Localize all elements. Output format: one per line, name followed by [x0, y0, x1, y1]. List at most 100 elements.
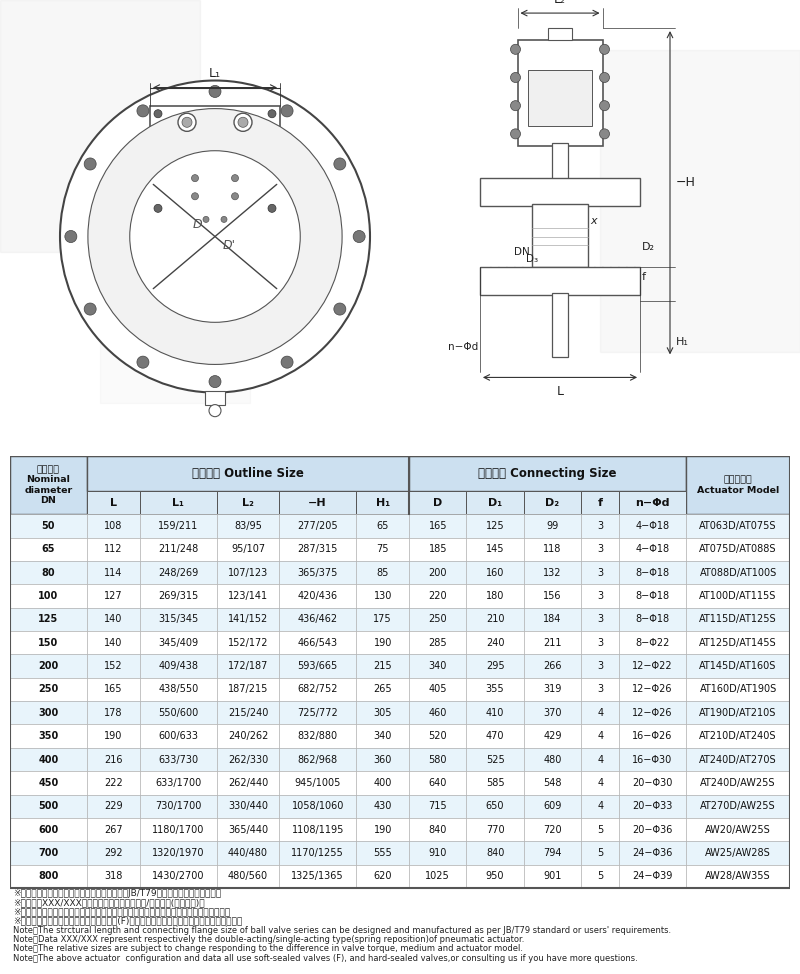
- Bar: [87, 491, 140, 514]
- Circle shape: [88, 108, 342, 364]
- Bar: [140, 514, 217, 538]
- Bar: [217, 584, 279, 608]
- Bar: [356, 842, 409, 865]
- Bar: [279, 584, 356, 608]
- Text: AT190D/AT210S: AT190D/AT210S: [699, 708, 777, 718]
- Text: 85: 85: [377, 568, 389, 578]
- Bar: [528, 70, 592, 126]
- Text: 24−Φ39: 24−Φ39: [632, 872, 673, 881]
- Bar: [356, 678, 409, 701]
- Text: 720: 720: [543, 825, 562, 835]
- Text: 95/107: 95/107: [231, 544, 265, 554]
- Bar: [466, 608, 524, 631]
- Bar: [686, 818, 790, 842]
- Bar: [466, 584, 524, 608]
- Bar: [10, 538, 87, 561]
- Bar: [409, 795, 466, 818]
- Bar: [140, 771, 217, 795]
- Circle shape: [268, 110, 276, 118]
- Bar: [217, 608, 279, 631]
- Text: 3: 3: [597, 568, 603, 578]
- Bar: [466, 491, 524, 514]
- Text: 3: 3: [597, 685, 603, 694]
- Text: 355: 355: [486, 685, 505, 694]
- Bar: [217, 725, 279, 748]
- Text: 172/187: 172/187: [228, 661, 268, 671]
- Bar: [140, 655, 217, 678]
- Bar: [600, 51, 800, 353]
- Bar: [10, 631, 87, 655]
- Bar: [217, 655, 279, 678]
- Bar: [524, 608, 581, 631]
- Bar: [356, 631, 409, 655]
- Bar: [524, 584, 581, 608]
- Bar: [217, 748, 279, 771]
- Bar: [686, 584, 790, 608]
- Bar: [686, 561, 790, 584]
- Text: 108: 108: [104, 521, 122, 531]
- Bar: [581, 491, 619, 514]
- Text: AT160D/AT190S: AT160D/AT190S: [699, 685, 777, 694]
- Text: 215: 215: [374, 661, 392, 671]
- Text: 430: 430: [374, 802, 392, 811]
- Bar: [140, 491, 217, 514]
- Bar: [480, 178, 640, 206]
- Circle shape: [510, 72, 521, 83]
- Text: AT063D/AT075S: AT063D/AT075S: [699, 521, 777, 531]
- Text: 118: 118: [543, 544, 562, 554]
- Bar: [10, 865, 87, 888]
- Circle shape: [84, 158, 96, 170]
- Text: 178: 178: [104, 708, 122, 718]
- Bar: [356, 771, 409, 795]
- Text: AW28/AW35S: AW28/AW35S: [706, 872, 771, 881]
- Bar: [356, 818, 409, 842]
- Text: 140: 140: [104, 638, 122, 648]
- Text: 65: 65: [377, 521, 389, 531]
- Text: 4: 4: [597, 731, 603, 741]
- Text: 438/550: 438/550: [158, 685, 198, 694]
- Text: 700: 700: [38, 848, 58, 858]
- Bar: [409, 538, 466, 561]
- Bar: [217, 701, 279, 725]
- Bar: [140, 818, 217, 842]
- Text: 525: 525: [486, 755, 505, 765]
- Text: 160: 160: [486, 568, 504, 578]
- Bar: [279, 842, 356, 865]
- Bar: [466, 631, 524, 655]
- Text: 152: 152: [104, 661, 122, 671]
- Text: 1108/1195: 1108/1195: [291, 825, 344, 835]
- Text: ※注：根据不同阀门组别，使用介质适配的执行器型号可能有所不同，相关尺寸随之变化。: ※注：根据不同阀门组别，使用介质适配的执行器型号可能有所不同，相关尺寸随之变化。: [13, 908, 230, 917]
- Text: 150: 150: [38, 638, 58, 648]
- Bar: [279, 795, 356, 818]
- Text: 420/436: 420/436: [298, 591, 338, 601]
- Bar: [10, 608, 87, 631]
- Bar: [524, 725, 581, 748]
- Bar: [10, 655, 87, 678]
- Text: L₂: L₂: [242, 498, 254, 507]
- Circle shape: [209, 404, 221, 417]
- Bar: [409, 631, 466, 655]
- Text: ※注：以上执行器配置及数据均采用软密封(F)阀门，硬密封阀门的配置及数据请咨询本公司。: ※注：以上执行器配置及数据均采用软密封(F)阀门，硬密封阀门的配置及数据请咨询本…: [13, 917, 242, 925]
- Circle shape: [130, 151, 300, 322]
- Bar: [619, 725, 686, 748]
- Bar: [619, 584, 686, 608]
- Circle shape: [60, 81, 370, 393]
- Bar: [518, 40, 602, 146]
- Bar: [480, 267, 640, 295]
- Bar: [87, 631, 140, 655]
- Text: 180: 180: [486, 591, 504, 601]
- Circle shape: [353, 231, 365, 243]
- Text: 340: 340: [374, 731, 392, 741]
- Bar: [87, 584, 140, 608]
- Circle shape: [191, 174, 198, 182]
- Bar: [532, 205, 588, 267]
- Bar: [140, 631, 217, 655]
- Bar: [686, 865, 790, 888]
- Bar: [100, 202, 250, 402]
- Bar: [87, 456, 409, 491]
- Text: 480/560: 480/560: [228, 872, 268, 881]
- Text: 132: 132: [543, 568, 562, 578]
- Circle shape: [209, 376, 221, 388]
- Text: 305: 305: [374, 708, 392, 718]
- Bar: [581, 655, 619, 678]
